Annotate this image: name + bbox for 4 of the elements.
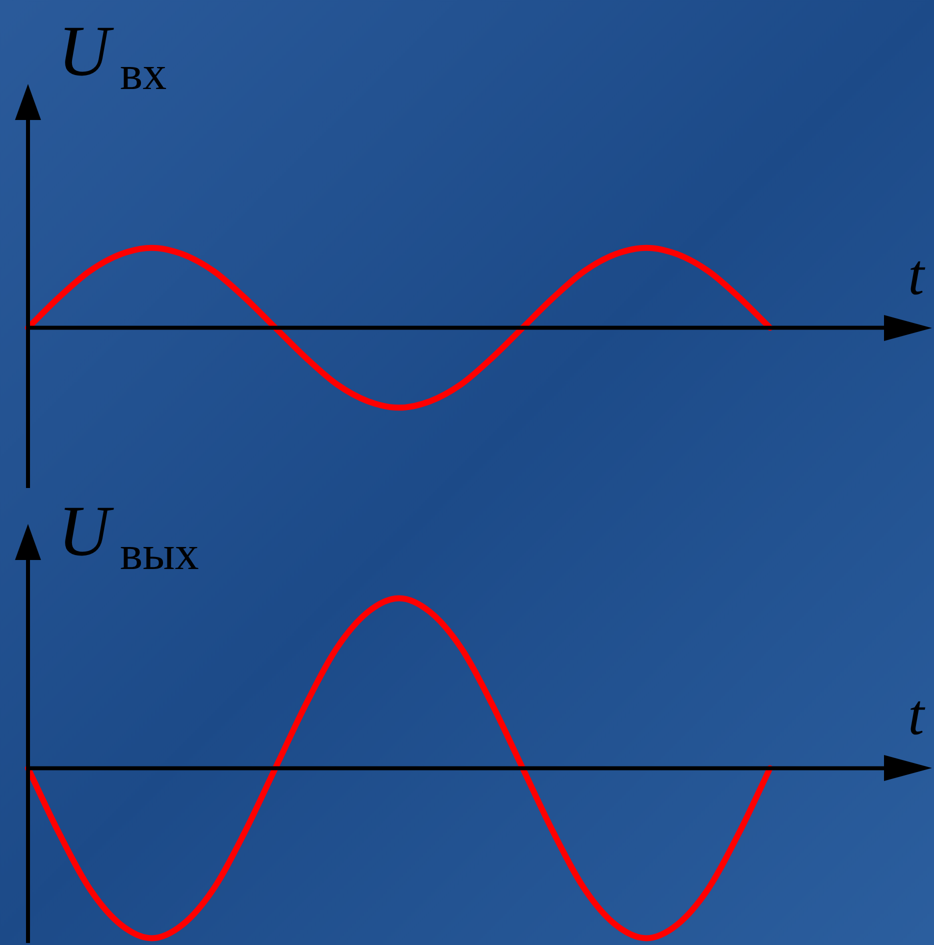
y-axis-title: U$_{вых}$ xyxy=(58,491,199,580)
x-axis-title: t xyxy=(908,242,924,307)
y-axis-title: U$_{вх}$ xyxy=(58,11,167,100)
x-axis-title: t xyxy=(908,682,924,747)
